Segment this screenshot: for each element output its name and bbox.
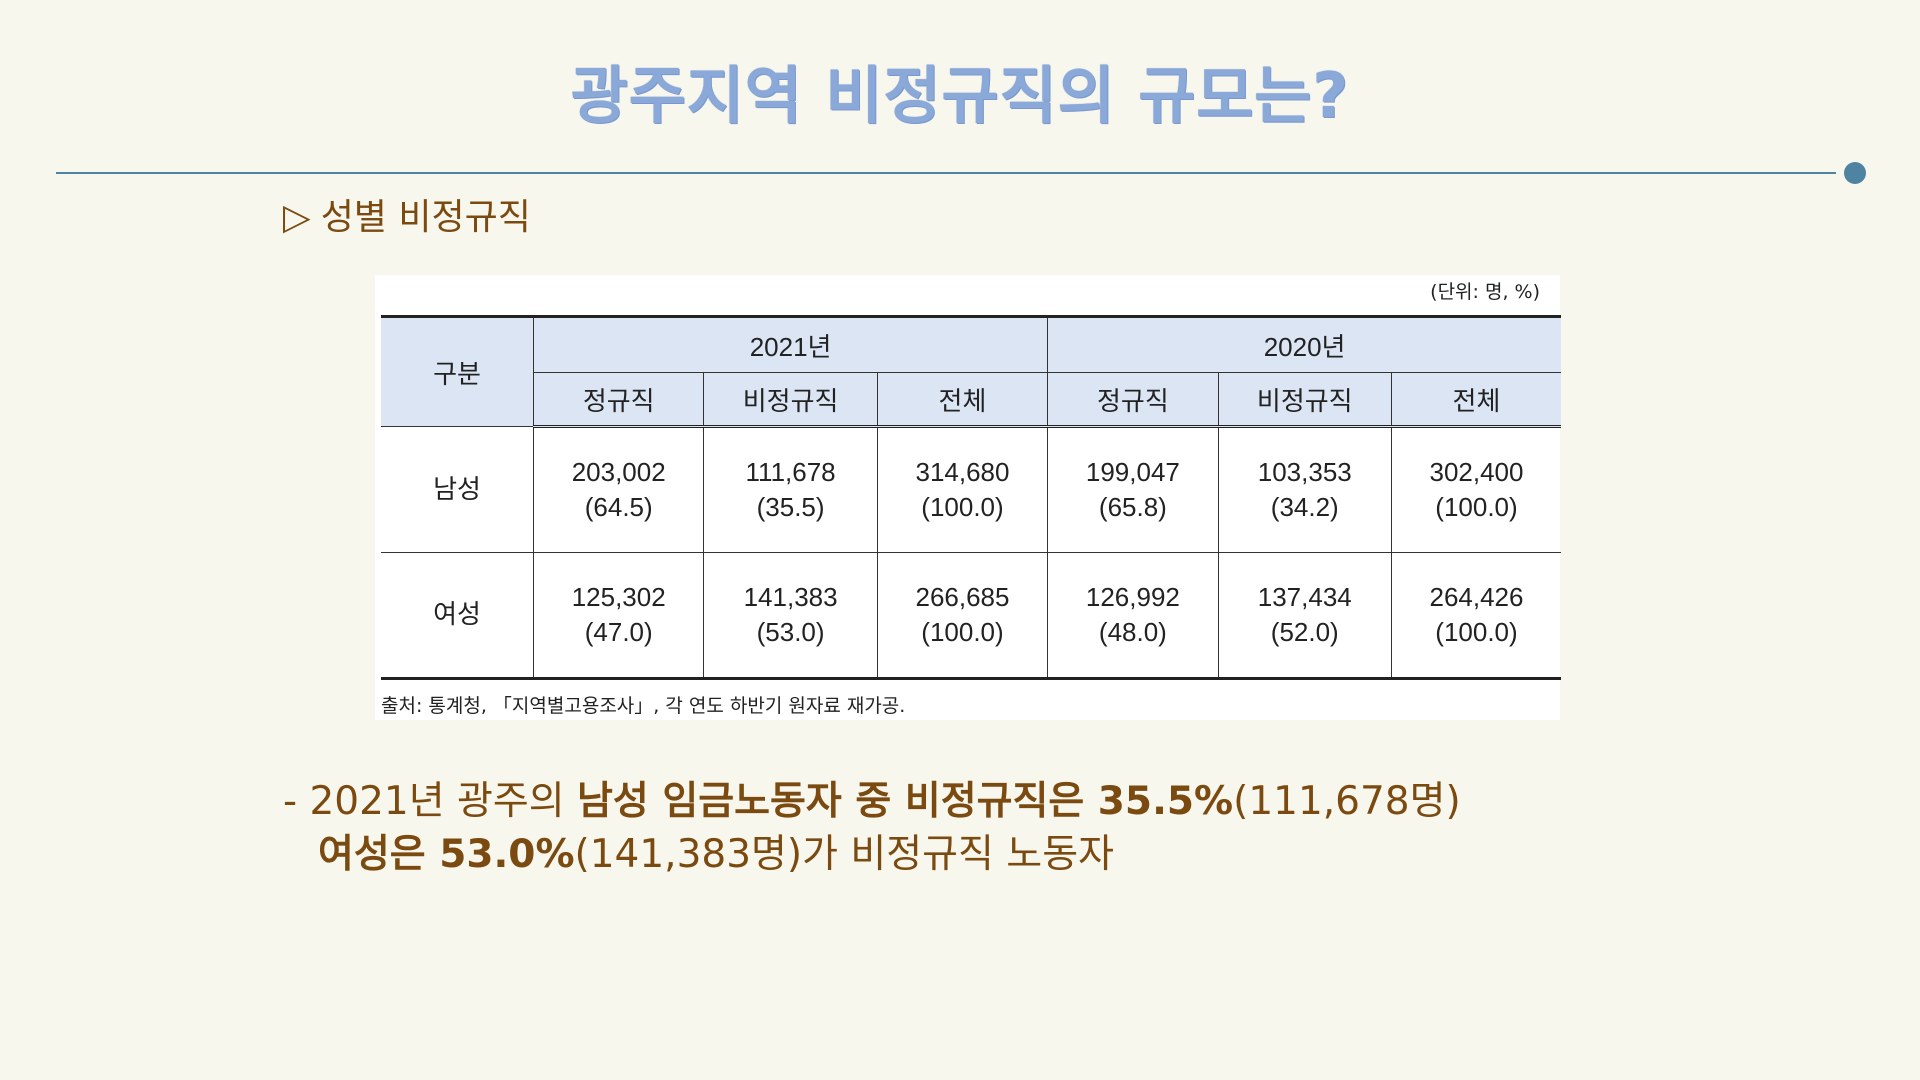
table-cell: 266,685 (100.0) bbox=[876, 552, 1049, 680]
table-cell: 137,434 (52.0) bbox=[1217, 552, 1392, 680]
table-row: 여성 125,302 (47.0) 141,383 (53.0) 266,685 (1… bbox=[381, 552, 1561, 680]
column-header: 전체 bbox=[1390, 372, 1561, 428]
triangle-marker-icon: ▷ bbox=[283, 197, 311, 238]
table-cell: 125,302 (47.0) bbox=[532, 552, 705, 680]
summary-line-2: 여성은 53.0%(141,383명)가 비정규직 노동자 bbox=[318, 831, 1114, 877]
column-header: 비정규직 bbox=[703, 372, 878, 428]
column-header: 비정규직 bbox=[1217, 372, 1392, 428]
row-label-female: 여성 bbox=[381, 552, 534, 680]
table-cell: 314,680 (100.0) bbox=[876, 426, 1049, 553]
summary-text: - 2021년 광주의 남성 임금노동자 중 비정규직은 35.5%(111,6… bbox=[283, 776, 1461, 881]
year-header-2020: 2020년 bbox=[1047, 315, 1561, 373]
table-cell: 126,992 (48.0) bbox=[1047, 552, 1219, 680]
column-header: 정규직 bbox=[533, 372, 705, 428]
page-title: 광주지역 비정규직의 규모는? bbox=[570, 59, 1350, 132]
table-corner-header: 구분 bbox=[381, 315, 534, 427]
table-cell: 203,002 (64.5) bbox=[532, 426, 705, 553]
row-label-male: 남성 bbox=[381, 426, 534, 553]
table-cell: 141,383 (53.0) bbox=[703, 552, 878, 680]
divider-dot bbox=[1844, 162, 1866, 184]
summary-line-1: - 2021년 광주의 남성 임금노동자 중 비정규직은 35.5%(111,6… bbox=[283, 779, 1461, 824]
column-header: 전체 bbox=[876, 372, 1049, 428]
table-cell: 199,047 (65.8) bbox=[1047, 426, 1219, 553]
gender-nonregular-table: 구분 2021년 2020년 정규직 비정규직 전체 정규직 비정규직 전체 남… bbox=[381, 315, 1561, 680]
table-cell: 103,353 (34.2) bbox=[1217, 426, 1392, 553]
table-cell: 302,400 (100.0) bbox=[1390, 426, 1561, 553]
title-divider bbox=[56, 172, 1836, 174]
source-note: 출처: 통계청, 「지역별고용조사」, 각 연도 하반기 원자료 재가공. bbox=[381, 695, 906, 717]
table-cell: 264,426 (100.0) bbox=[1390, 552, 1561, 680]
column-header: 정규직 bbox=[1047, 372, 1219, 428]
section-heading-label: 성별 비정규직 bbox=[320, 197, 531, 238]
stats-table-image: (단위: 명, %) 구분 2021년 2020년 정규직 비정규직 전체 정규… bbox=[375, 275, 1561, 720]
table-row: 남성 203,002 (64.5) 111,678 (35.5) 314,680 (1… bbox=[381, 426, 1561, 553]
table-cell: 111,678 (35.5) bbox=[703, 426, 878, 553]
section-heading: ▷ 성별 비정규직 bbox=[283, 196, 531, 239]
year-header-2021: 2021년 bbox=[532, 315, 1049, 373]
unit-note: (단위: 명, %) bbox=[1430, 281, 1540, 303]
